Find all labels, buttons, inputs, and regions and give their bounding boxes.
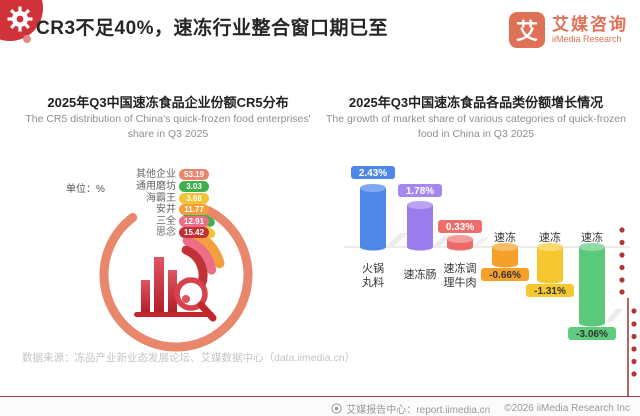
bar-chart-magnifier-icon: [134, 257, 217, 322]
bar-frozen-cat4: 速冻 -0.66%: [481, 230, 529, 281]
page-title: CR3不足40%，速冻行业整合窗口期已至: [36, 18, 389, 39]
iimedia-logo: 艾 艾媒咨询 iiMedia Research: [509, 12, 628, 48]
bar-shadow: [433, 235, 452, 246]
iimedia-logo-mark-icon: 艾: [509, 12, 545, 48]
bar-shadow: [386, 233, 408, 246]
category-label: 速冻: [581, 230, 603, 244]
svg-text:1.78%: 1.78%: [406, 186, 434, 197]
value-badge: [398, 184, 442, 197]
report-center-icon: [331, 403, 342, 414]
footer-divider-line: [0, 396, 640, 397]
header-small-dot: [23, 35, 31, 43]
arc-other-companies: [99, 206, 253, 352]
svg-text:-3.06%: -3.06%: [576, 329, 608, 340]
svg-text:-1.31%: -1.31%: [534, 286, 566, 297]
left-chart-title: 2025年Q3中国速冻食品企业份额CR5分布: [47, 95, 289, 110]
data-source-note: 数据来源：冻品产业新业态发展论坛、艾媒数据中心（data.iimedia.cn）: [22, 352, 356, 364]
category-label: 丸料: [362, 275, 384, 289]
arc-sanquan: [182, 236, 217, 275]
gauge-row-other: 其他企业 53.19: [104, 169, 210, 180]
bar-frozen-prepared-beef: 0.33% 速冻调 理牛肉: [438, 220, 482, 289]
iimedia-logo-name-en: iiMedia Research: [552, 34, 622, 44]
gauge-row-anjing: 安井 11.77: [104, 204, 209, 215]
svg-text:0.33%: 0.33%: [446, 222, 474, 233]
category-growth-bar-chart: 2.43% 火锅 丸料 1.78% 速冻肠 0.33% 速冻调 理牛肉 速冻: [344, 166, 630, 340]
footer-info: 艾媒报告中心：report.iimedia.cn ©2026 iiMedia R…: [331, 401, 630, 416]
gauge-row-sinian: 思念 15.42: [104, 227, 210, 238]
value-pill: 11.77: [179, 204, 209, 215]
value-badge: [481, 268, 529, 281]
gear-icon: [7, 6, 33, 32]
value-pill: 53.19: [179, 169, 210, 180]
category-label: 速冻肠: [404, 267, 437, 281]
value-badge: [568, 327, 616, 340]
value-pill: 12.91: [179, 215, 210, 227]
bar-frozen-cat6: 速冻 -3.06%: [568, 230, 616, 340]
category-label: 速冻: [539, 230, 561, 244]
value-badge: [526, 284, 574, 297]
side-dots-decoration: [619, 227, 637, 397]
value-pill: 3.68: [179, 192, 209, 204]
iimedia-logo-name-cn: 艾媒咨询: [552, 15, 628, 34]
left-chart-subtitle: The CR5 distribution of China's quick-fr…: [25, 113, 311, 140]
gauge-row-haibawang: 海霸王 3.68: [104, 192, 209, 204]
value-pill: 15.42: [179, 227, 210, 238]
bar-frozen-cat5: 速冻 -1.31%: [526, 230, 574, 297]
category-label: 速冻: [494, 230, 516, 244]
bar-shadow: [473, 237, 489, 246]
value-badge: [351, 166, 395, 179]
report-center-url: 艾媒报告中心：report.iimedia.cn: [346, 405, 491, 416]
category-label: 理牛肉: [444, 275, 477, 289]
unit-label: 单位：%: [66, 184, 105, 195]
value-pill: 3.03: [179, 181, 209, 192]
copyright-text: ©2026 iiMedia Research Inc: [504, 403, 630, 414]
category-label: 火锅: [362, 262, 384, 275]
svg-text:-0.66%: -0.66%: [489, 270, 521, 281]
bar-hotpot-balls: 2.43% 火锅 丸料: [351, 166, 395, 289]
category-label: 速冻调: [444, 261, 477, 275]
gauge-row-sanquan: 三全 12.91: [104, 215, 210, 227]
svg-text:2.43%: 2.43%: [359, 168, 387, 179]
right-chart-subtitle: The growth of market share of various ca…: [326, 113, 626, 140]
footer-strip: [0, 398, 640, 416]
gauge-row-general-mills: 通用磨坊 3.03: [104, 181, 209, 192]
right-chart-title: 2025年Q3中国速冻食品各品类份额增长情况: [348, 95, 604, 110]
bar-frozen-sausage: 1.78% 速冻肠: [398, 184, 442, 281]
value-badge: [438, 220, 482, 233]
bar-shadow: [605, 309, 623, 322]
